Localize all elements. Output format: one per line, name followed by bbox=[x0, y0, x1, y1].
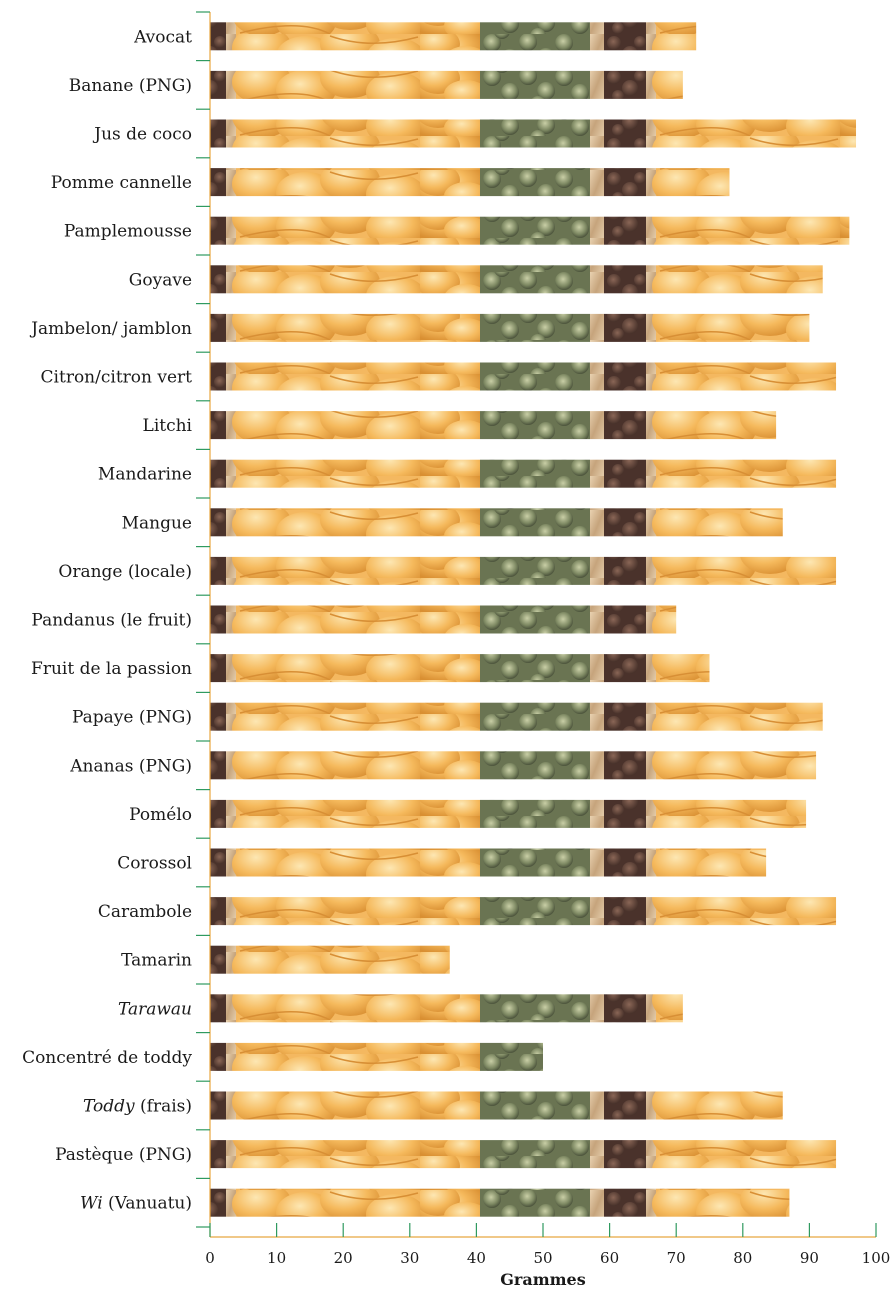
category-label: Avocat bbox=[133, 27, 192, 47]
x-tick-label: 90 bbox=[800, 1249, 819, 1267]
category-label: Pomme cannelle bbox=[51, 173, 192, 193]
x-tick-label: 50 bbox=[533, 1249, 552, 1267]
category-label: Concentré de toddy bbox=[22, 1048, 192, 1068]
category-label: Carambole bbox=[98, 902, 192, 922]
bar-10 bbox=[210, 508, 783, 537]
category-label: Mangue bbox=[122, 513, 192, 533]
bar-16 bbox=[210, 799, 807, 828]
category-label: Goyave bbox=[129, 270, 192, 290]
bar-20 bbox=[210, 994, 683, 1023]
x-tick-label: 70 bbox=[667, 1249, 686, 1267]
category-label: Litchi bbox=[143, 416, 193, 436]
category-label: Pomélo bbox=[129, 805, 192, 825]
x-tick-label: 0 bbox=[205, 1249, 215, 1267]
category-label: Jus de coco bbox=[92, 125, 192, 145]
category-label: Pamplemousse bbox=[64, 222, 192, 242]
bar-5 bbox=[210, 265, 823, 294]
bar-24 bbox=[210, 1188, 790, 1217]
category-label: Papaye (PNG) bbox=[72, 708, 192, 728]
category-label: Tarawau bbox=[118, 999, 192, 1019]
bar-23 bbox=[210, 1140, 837, 1169]
bar-13 bbox=[210, 654, 710, 683]
bar-17 bbox=[210, 848, 767, 877]
bar-14 bbox=[210, 702, 823, 731]
x-axis-title: Grammes bbox=[500, 1270, 586, 1289]
bar-15 bbox=[210, 751, 817, 780]
x-tick-label: 20 bbox=[334, 1249, 353, 1267]
bar-4 bbox=[210, 216, 850, 245]
category-label: Wi (Vanuatu) bbox=[80, 1194, 192, 1214]
bar-8 bbox=[210, 411, 777, 440]
category-label: Citron/citron vert bbox=[41, 368, 193, 388]
bar-2 bbox=[210, 119, 857, 148]
bar-7 bbox=[210, 362, 837, 391]
bar-11 bbox=[210, 556, 837, 585]
category-label: Pandanus (le fruit) bbox=[31, 611, 192, 631]
bar-3 bbox=[210, 168, 730, 197]
bar-22 bbox=[210, 1091, 783, 1120]
x-tick-label: 80 bbox=[733, 1249, 752, 1267]
category-label: Orange (locale) bbox=[58, 562, 192, 582]
bar-0 bbox=[210, 22, 697, 51]
x-tick-label: 100 bbox=[862, 1249, 891, 1267]
x-tick-label: 60 bbox=[600, 1249, 619, 1267]
x-tick-label: 30 bbox=[400, 1249, 419, 1267]
category-label: Tamarin bbox=[121, 951, 192, 971]
bar-6 bbox=[210, 313, 810, 342]
bar-1 bbox=[210, 70, 683, 99]
category-label: Ananas (PNG) bbox=[69, 756, 192, 776]
category-label: Jambelon/ jamblon bbox=[29, 319, 192, 339]
bar-9 bbox=[210, 459, 837, 488]
category-label: Mandarine bbox=[98, 465, 192, 485]
category-label: Toddy (frais) bbox=[83, 1097, 192, 1117]
category-label: Fruit de la passion bbox=[31, 659, 192, 679]
x-tick-label: 40 bbox=[467, 1249, 486, 1267]
bar-18 bbox=[210, 897, 837, 926]
category-label: Banane (PNG) bbox=[69, 76, 192, 96]
bar-21 bbox=[210, 1042, 543, 1071]
bar-19 bbox=[210, 945, 450, 974]
bar-12 bbox=[210, 605, 677, 634]
x-tick-label: 10 bbox=[267, 1249, 286, 1267]
category-label: Pastèque (PNG) bbox=[55, 1145, 192, 1165]
category-label: Corossol bbox=[117, 854, 192, 874]
